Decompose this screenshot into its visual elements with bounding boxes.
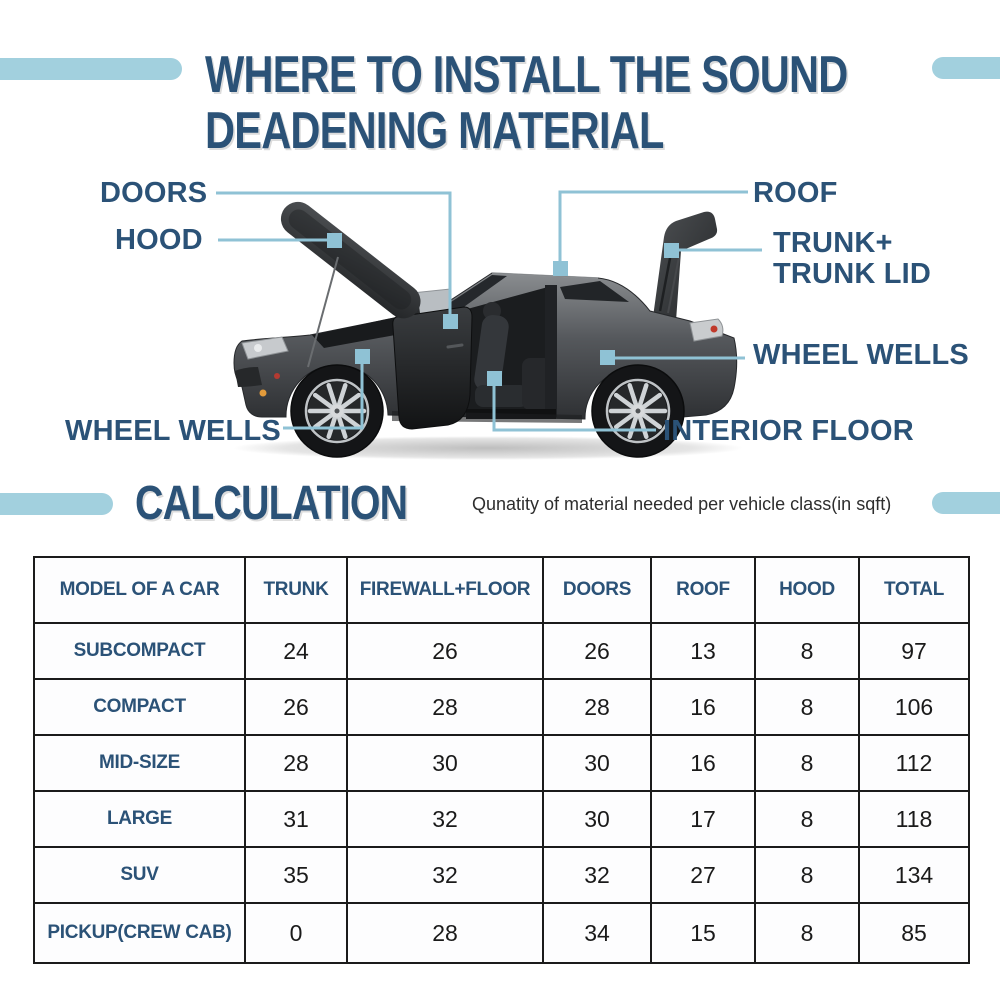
table-header-row: MODEL OF A CAR TRUNK FIREWALL+FLOOR DOOR…	[33, 556, 970, 624]
label-wheel-wells-left: WHEEL WELLS	[65, 415, 281, 447]
title-left-accent-bar	[0, 58, 182, 80]
calc-left-accent-bar	[0, 493, 113, 515]
car-headlight	[235, 336, 289, 397]
page-title-line1: WHERE TO INSTALL THE SOUND	[205, 46, 848, 104]
row-label: SUBCOMPACT	[33, 622, 246, 680]
cell-value: 24	[244, 622, 348, 680]
table-row: PICKUP(CREW CAB) 0 28 34 15 8 85	[33, 902, 970, 964]
cell-value: 32	[346, 790, 544, 848]
row-label: SUV	[33, 846, 246, 904]
car-quarter-window	[560, 281, 629, 302]
cell-value: 0	[244, 902, 348, 964]
cell-value: 8	[754, 678, 860, 736]
cell-value: 31	[244, 790, 348, 848]
cell-value: 134	[858, 846, 970, 904]
col-header-trunk: TRUNK	[244, 556, 348, 624]
cell-value: 26	[542, 622, 652, 680]
page-title-line2: DEADENING MATERIAL	[205, 101, 664, 160]
label-doors: DOORS	[100, 177, 208, 209]
cell-value: 16	[650, 678, 756, 736]
cell-value: 34	[542, 902, 652, 964]
label-hood: HOOD	[115, 224, 203, 256]
car-door-open	[392, 306, 473, 430]
cell-value: 16	[650, 734, 756, 792]
table-row: LARGE 31 32 30 17 8 118	[33, 790, 970, 848]
cell-value: 8	[754, 790, 860, 848]
col-header-total: TOTAL	[858, 556, 970, 624]
cell-value: 26	[244, 678, 348, 736]
label-interior-floor: INTERIOR FLOOR	[663, 415, 914, 447]
car-taillight	[689, 318, 724, 342]
cell-value: 30	[542, 734, 652, 792]
cell-value: 8	[754, 734, 860, 792]
calculation-subtitle: Qunatity of material needed per vehicle …	[472, 494, 892, 514]
col-header-doors: DOORS	[542, 556, 652, 624]
cell-value: 26	[346, 622, 544, 680]
cell-value: 8	[754, 846, 860, 904]
cell-value: 106	[858, 678, 970, 736]
cell-value: 30	[346, 734, 544, 792]
col-header-hood: HOOD	[754, 556, 860, 624]
car-windshield	[442, 275, 507, 309]
cell-value: 118	[858, 790, 970, 848]
col-header-roof: ROOF	[650, 556, 756, 624]
cell-value: 27	[650, 846, 756, 904]
cell-value: 8	[754, 902, 860, 964]
label-trunk: TRUNK+ TRUNK LID	[773, 227, 932, 291]
cell-value: 97	[858, 622, 970, 680]
cell-value: 28	[346, 678, 544, 736]
car-front-wheel	[290, 364, 384, 458]
cell-value: 13	[650, 622, 756, 680]
table-row: SUBCOMPACT 24 26 26 13 8 97	[33, 622, 970, 680]
cell-value: 32	[346, 846, 544, 904]
calculation-heading-text: CALCULATION	[135, 477, 408, 530]
label-trunk-line1: TRUNK+	[773, 227, 893, 259]
col-header-model: MODEL OF A CAR	[33, 556, 246, 624]
car-trunk-lid-open	[653, 211, 718, 321]
row-label: COMPACT	[33, 678, 246, 736]
material-quantity-table: MODEL OF A CAR TRUNK FIREWALL+FLOOR DOOR…	[33, 556, 970, 964]
row-label: MID-SIZE	[33, 734, 246, 792]
row-label: LARGE	[33, 790, 246, 848]
cell-value: 30	[542, 790, 652, 848]
cell-value: 8	[754, 622, 860, 680]
cell-value: 85	[858, 902, 970, 964]
cell-value: 28	[244, 734, 348, 792]
cell-value: 28	[346, 902, 544, 964]
calculation-heading: CALCULATION	[135, 476, 467, 531]
table-row: COMPACT 26 28 28 16 8 106	[33, 678, 970, 736]
label-trunk-line2: TRUNK LID	[773, 258, 932, 291]
row-label: PICKUP(CREW CAB)	[33, 902, 246, 964]
table-row: SUV 35 32 32 27 8 134	[33, 846, 970, 904]
calc-right-accent-bar	[932, 492, 1000, 514]
page-title: WHERE TO INSTALL THE SOUND DEADENING MAT…	[205, 46, 1000, 160]
cell-value: 17	[650, 790, 756, 848]
cell-value: 32	[542, 846, 652, 904]
title-right-accent-bar	[932, 57, 1000, 79]
cell-value: 112	[858, 734, 970, 792]
cell-value: 35	[244, 846, 348, 904]
col-header-firewall-floor: FIREWALL+FLOOR	[346, 556, 544, 624]
label-wheel-wells-right: WHEEL WELLS	[753, 339, 969, 371]
table-row: MID-SIZE 28 30 30 16 8 112	[33, 734, 970, 792]
cell-value: 15	[650, 902, 756, 964]
cell-value: 28	[542, 678, 652, 736]
label-roof: ROOF	[753, 177, 838, 209]
